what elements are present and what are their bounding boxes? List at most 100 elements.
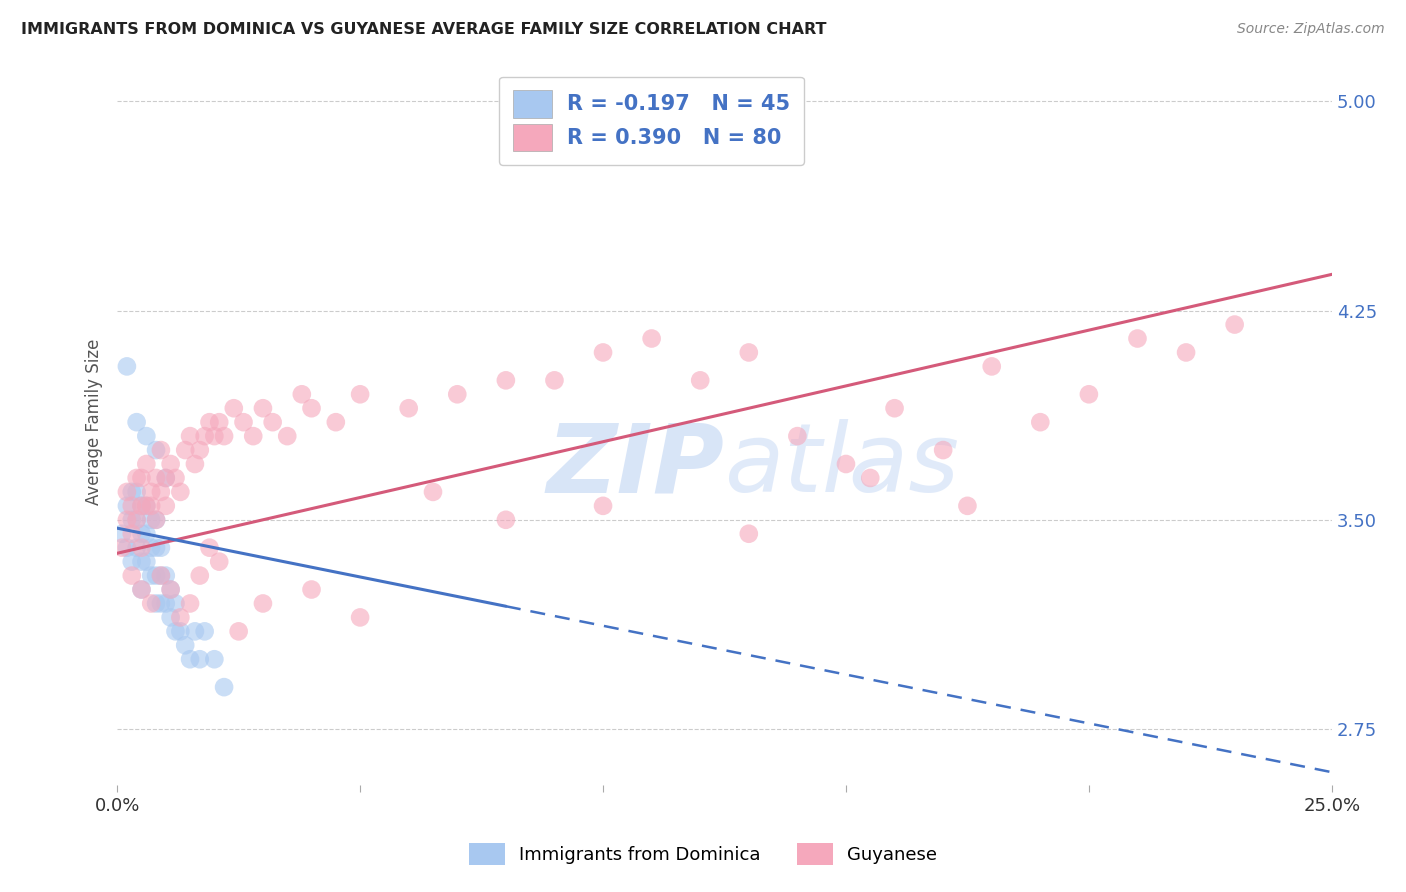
Point bbox=[145, 541, 167, 555]
Point bbox=[111, 541, 134, 555]
Point bbox=[188, 443, 211, 458]
Point bbox=[592, 499, 614, 513]
Point bbox=[155, 471, 177, 485]
Point bbox=[165, 597, 187, 611]
Point bbox=[786, 429, 808, 443]
Point bbox=[198, 541, 221, 555]
Legend: Immigrants from Dominica, Guyanese: Immigrants from Dominica, Guyanese bbox=[460, 834, 946, 874]
Point bbox=[145, 443, 167, 458]
Point bbox=[141, 499, 163, 513]
Point bbox=[301, 401, 323, 416]
Point bbox=[125, 415, 148, 429]
Point bbox=[689, 373, 711, 387]
Point bbox=[349, 387, 371, 401]
Point bbox=[115, 359, 138, 374]
Point bbox=[325, 415, 347, 429]
Point bbox=[1077, 387, 1099, 401]
Point bbox=[222, 401, 245, 416]
Point bbox=[640, 331, 662, 345]
Point bbox=[141, 568, 163, 582]
Point bbox=[956, 499, 979, 513]
Point bbox=[835, 457, 858, 471]
Point bbox=[859, 471, 882, 485]
Point bbox=[125, 513, 148, 527]
Point bbox=[121, 526, 143, 541]
Point bbox=[121, 484, 143, 499]
Point bbox=[349, 610, 371, 624]
Point bbox=[174, 638, 197, 652]
Point bbox=[883, 401, 905, 416]
Point bbox=[169, 624, 191, 639]
Point bbox=[135, 429, 157, 443]
Point bbox=[446, 387, 468, 401]
Point bbox=[232, 415, 254, 429]
Point bbox=[179, 429, 201, 443]
Point bbox=[212, 680, 235, 694]
Point bbox=[141, 541, 163, 555]
Point bbox=[242, 429, 264, 443]
Point bbox=[165, 624, 187, 639]
Point bbox=[301, 582, 323, 597]
Point bbox=[149, 541, 172, 555]
Point bbox=[495, 373, 517, 387]
Point bbox=[125, 541, 148, 555]
Point bbox=[155, 499, 177, 513]
Point bbox=[1126, 331, 1149, 345]
Point bbox=[145, 513, 167, 527]
Point bbox=[121, 568, 143, 582]
Point bbox=[208, 555, 231, 569]
Point bbox=[980, 359, 1002, 374]
Point bbox=[131, 499, 153, 513]
Point bbox=[592, 345, 614, 359]
Point bbox=[145, 513, 167, 527]
Text: ZIP: ZIP bbox=[547, 419, 724, 512]
Point bbox=[141, 513, 163, 527]
Point bbox=[228, 624, 250, 639]
Point bbox=[495, 513, 517, 527]
Point bbox=[188, 568, 211, 582]
Legend: R = -0.197   N = 45, R = 0.390   N = 80: R = -0.197 N = 45, R = 0.390 N = 80 bbox=[499, 77, 804, 165]
Point bbox=[159, 610, 181, 624]
Point bbox=[155, 597, 177, 611]
Point bbox=[125, 471, 148, 485]
Point bbox=[738, 345, 761, 359]
Point bbox=[121, 513, 143, 527]
Point bbox=[159, 582, 181, 597]
Point bbox=[169, 484, 191, 499]
Point bbox=[125, 513, 148, 527]
Y-axis label: Average Family Size: Average Family Size bbox=[86, 339, 103, 506]
Point bbox=[145, 471, 167, 485]
Point bbox=[149, 443, 172, 458]
Point bbox=[115, 513, 138, 527]
Point bbox=[194, 429, 217, 443]
Point bbox=[179, 597, 201, 611]
Point bbox=[212, 429, 235, 443]
Point bbox=[135, 457, 157, 471]
Point bbox=[121, 555, 143, 569]
Point bbox=[155, 568, 177, 582]
Point bbox=[252, 401, 274, 416]
Point bbox=[738, 526, 761, 541]
Point bbox=[149, 568, 172, 582]
Point bbox=[165, 471, 187, 485]
Point bbox=[135, 526, 157, 541]
Point bbox=[131, 582, 153, 597]
Point bbox=[145, 568, 167, 582]
Point bbox=[179, 652, 201, 666]
Point bbox=[131, 555, 153, 569]
Text: atlas: atlas bbox=[724, 419, 959, 512]
Point bbox=[159, 582, 181, 597]
Point bbox=[155, 471, 177, 485]
Point bbox=[194, 624, 217, 639]
Point bbox=[121, 499, 143, 513]
Point bbox=[252, 597, 274, 611]
Point bbox=[184, 624, 207, 639]
Point bbox=[149, 484, 172, 499]
Point bbox=[149, 597, 172, 611]
Point bbox=[184, 457, 207, 471]
Point bbox=[202, 429, 225, 443]
Text: IMMIGRANTS FROM DOMINICA VS GUYANESE AVERAGE FAMILY SIZE CORRELATION CHART: IMMIGRANTS FROM DOMINICA VS GUYANESE AVE… bbox=[21, 22, 827, 37]
Point bbox=[111, 526, 134, 541]
Point bbox=[169, 610, 191, 624]
Point bbox=[208, 415, 231, 429]
